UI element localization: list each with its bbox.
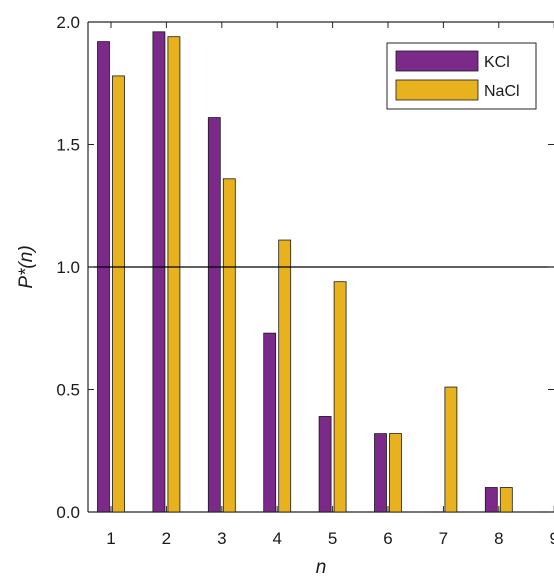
legend-label-kcl: KCl <box>484 54 510 71</box>
x-tick-label: 2 <box>162 529 171 548</box>
legend: KCl NaCl <box>386 42 537 110</box>
bar-nacl-6 <box>389 433 402 513</box>
y-tick-label: 2.0 <box>56 13 80 32</box>
bar-nacl-8 <box>499 487 513 513</box>
legend-label-nacl: NaCl <box>484 83 520 100</box>
bar-nacl-4 <box>278 239 292 513</box>
x-tick-label: 5 <box>328 529 337 548</box>
bar-kcl-8 <box>484 487 498 513</box>
y-tick-label: 0.0 <box>56 503 80 522</box>
bar-kcl-2 <box>152 31 166 513</box>
x-axis-label: n <box>316 557 327 577</box>
x-tick-label: 7 <box>439 529 448 548</box>
bar-kcl-4 <box>263 332 277 513</box>
bar-kcl-1 <box>97 41 110 513</box>
x-tick-label: 9 <box>549 529 554 548</box>
x-tick-label: 1 <box>106 529 115 548</box>
bar-nacl-1 <box>112 75 125 513</box>
bar-nacl-2 <box>167 36 181 513</box>
x-tick-label: 4 <box>272 529 281 548</box>
x-tick-label: 6 <box>383 529 392 548</box>
x-tick-label: 3 <box>217 529 226 548</box>
bars-group <box>97 31 554 513</box>
y-tick-label: 1.0 <box>56 258 80 277</box>
bar-kcl-3 <box>207 117 221 513</box>
bar-nacl-7 <box>444 386 458 513</box>
axes-group: 0.0 0.5 1.0 1.5 2.0 1 2 3 4 5 6 7 8 9 n P*(n) <box>16 13 554 577</box>
legend-swatch-nacl <box>395 79 479 101</box>
y-axis-label: P*(n) <box>16 245 37 288</box>
legend-swatch-kcl <box>395 50 479 72</box>
y-tick-label: 0.5 <box>56 381 80 400</box>
bar-kcl-6 <box>374 433 387 513</box>
bar-nacl-3 <box>222 178 236 513</box>
bar-kcl-5 <box>318 416 332 513</box>
x-tick-label: 8 <box>494 529 503 548</box>
bar-nacl-5 <box>333 281 347 513</box>
y-tick-label: 1.5 <box>56 136 80 155</box>
